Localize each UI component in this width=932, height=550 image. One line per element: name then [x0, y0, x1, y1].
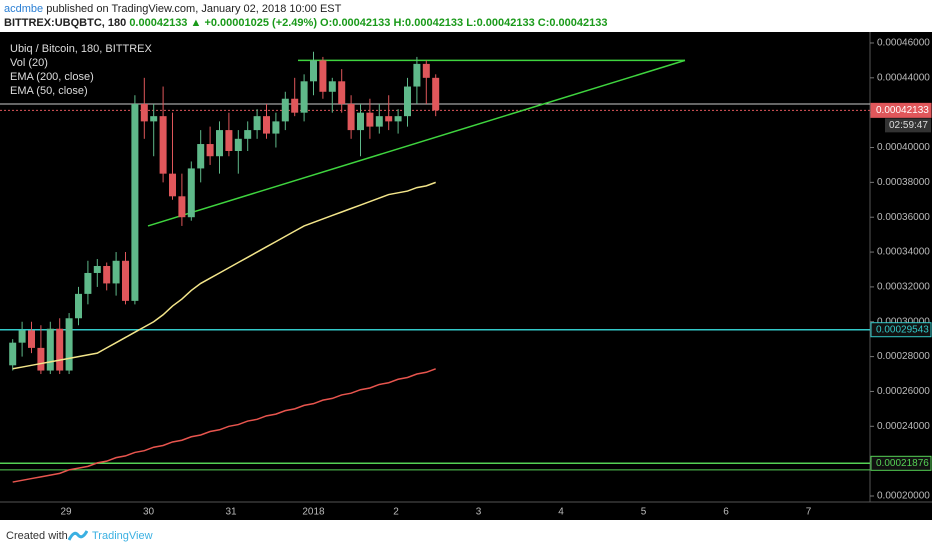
candle-body — [291, 98, 299, 113]
candle-body — [103, 266, 111, 284]
candle-body — [197, 144, 205, 169]
candle-body — [206, 144, 214, 157]
candle-body — [150, 116, 158, 122]
candle-body — [65, 318, 73, 371]
y-tick-label: 0.00032000 — [877, 282, 930, 293]
change: ▲ +0.00001025 (+2.49%) — [190, 17, 317, 29]
candle-body — [338, 81, 346, 104]
candle-body — [328, 81, 336, 92]
candle-body — [375, 116, 383, 127]
symbol: BITTREX:UBQBTC, 180 — [4, 17, 127, 29]
ema-line — [12, 368, 436, 483]
published: published on TradingView.com, January 02… — [46, 3, 342, 15]
y-tick-label: 0.00046000 — [877, 38, 930, 49]
candle-body — [37, 347, 45, 371]
chart-title: Ubiq / Bitcoin, 180, BITTREX — [10, 43, 152, 55]
candle-body — [357, 112, 364, 131]
price-label-box — [870, 102, 932, 118]
price-label-box — [870, 455, 932, 471]
x-tick-label: 31 — [225, 507, 237, 518]
header: acdmbe published on TradingView.com, Jan… — [0, 0, 932, 32]
candle-body — [56, 328, 64, 371]
x-tick-label: 2018 — [302, 507, 325, 518]
price-label: 0.00042133 — [876, 105, 929, 116]
candle-body — [281, 98, 289, 122]
y-tick-label: 0.00030000 — [877, 316, 930, 327]
countdown: 02:59:47 — [889, 120, 928, 131]
y-tick-label: 0.00024000 — [877, 421, 930, 432]
price-label: 0.00021876 — [876, 458, 929, 469]
price-label: 0.00029543 — [876, 324, 929, 335]
candle-body — [159, 116, 167, 174]
candle-body — [28, 330, 35, 348]
candle-body — [140, 103, 148, 122]
x-tick-label: 2 — [393, 507, 399, 518]
y-tick-label: 0.00020000 — [877, 491, 930, 502]
candle-body — [347, 103, 355, 131]
candle-body — [122, 260, 129, 301]
y-tick-label: 0.00034000 — [877, 247, 930, 258]
trendline — [147, 59, 686, 227]
last: 0.00042133 — [129, 17, 188, 29]
y-tick-label: 0.00026000 — [877, 386, 930, 397]
candle-body — [319, 60, 327, 92]
candle-body — [234, 138, 242, 152]
candle-body — [216, 130, 223, 157]
price-label-box — [870, 322, 932, 338]
candle-body — [263, 116, 270, 134]
indicator: EMA (200, close) — [10, 71, 94, 83]
candle-body — [112, 260, 120, 284]
candle-body — [178, 196, 186, 218]
candle-body — [272, 121, 280, 134]
candle-body — [385, 116, 393, 122]
candle-body — [366, 112, 374, 127]
y-tick-label: 0.00040000 — [877, 142, 930, 153]
candle-body — [404, 86, 411, 117]
candle-body — [310, 60, 317, 82]
footer: Created with TradingView — [0, 520, 932, 550]
y-tick-label: 0.00044000 — [877, 72, 930, 83]
x-tick-label: 7 — [806, 507, 812, 518]
x-tick-label: 6 — [723, 507, 729, 518]
candle-body — [225, 130, 233, 152]
x-tick-label: 4 — [558, 507, 564, 518]
created: Created with — [6, 530, 68, 542]
candle-body — [18, 330, 26, 343]
candle-body — [9, 342, 17, 366]
candle-body — [253, 116, 261, 131]
x-tick-label: 5 — [641, 507, 647, 518]
publisher[interactable]: acdmbe — [4, 3, 44, 15]
candle-body — [169, 173, 176, 197]
countdown-box — [885, 118, 931, 133]
indicator: EMA (50, close) — [10, 85, 88, 97]
candle-body — [394, 116, 402, 122]
ohlc: O:0.00042133 H:0.00042133 L:0.00042133 C… — [320, 17, 608, 29]
y-tick-label: 0.00028000 — [877, 351, 930, 362]
candle-body — [244, 130, 252, 139]
candle-body — [84, 272, 92, 294]
y-tick-label: 0.00038000 — [877, 177, 930, 188]
candle-body — [413, 63, 421, 87]
candle-body — [300, 81, 308, 113]
y-tick-label: 0.00036000 — [877, 212, 930, 223]
candle-body — [75, 293, 82, 319]
x-tick-label: 29 — [60, 507, 72, 518]
candle-body — [93, 266, 101, 273]
candle-body — [432, 77, 440, 111]
candle-body — [422, 63, 430, 78]
brand[interactable]: TradingView — [92, 530, 153, 542]
indicator: Vol (20) — [10, 57, 48, 69]
background — [0, 32, 932, 520]
candle-body — [187, 168, 195, 218]
x-tick-label: 30 — [143, 507, 155, 518]
candle-body — [46, 328, 54, 371]
chart: Ubiq / Bitcoin, 180, BITTREX Vol (20) EM… — [0, 32, 932, 520]
ema-line — [12, 181, 436, 370]
logo — [68, 530, 88, 541]
x-tick-label: 3 — [476, 507, 482, 518]
candle-body — [131, 103, 139, 301]
